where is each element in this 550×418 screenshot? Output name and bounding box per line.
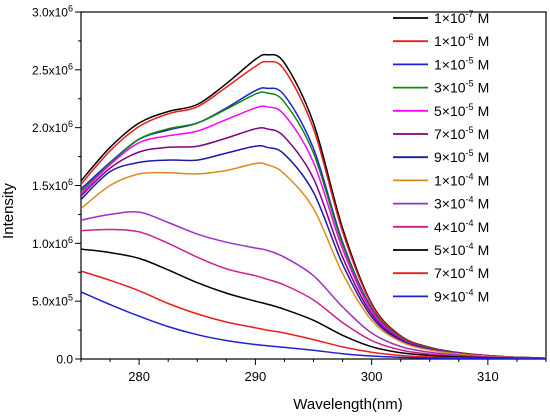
x-tick-label: 280 bbox=[128, 369, 150, 384]
y-axis: 0.05.0x1051.0x1061.5x1062.0x1062.5x1063.… bbox=[32, 4, 81, 367]
legend-label-base: 9×10 bbox=[434, 288, 466, 304]
legend-label-13: 9×10-4 M bbox=[434, 287, 489, 304]
y-tick-label: 2.0x106 bbox=[32, 119, 73, 135]
plot-border bbox=[80, 11, 547, 360]
legend-label-11: 5×10-4 M bbox=[434, 241, 489, 258]
legend-label-exponent: -6 bbox=[466, 32, 474, 42]
legend-label-unit: M bbox=[478, 172, 490, 188]
series-layer bbox=[81, 53, 546, 359]
series-line-13 bbox=[81, 291, 546, 359]
legend-label-base: 5×10 bbox=[434, 242, 466, 258]
legend-label-12: 7×10-4 M bbox=[434, 264, 489, 281]
x-axis-title: Wavelength(nm) bbox=[293, 396, 402, 413]
legend-label-1: 1×10-7 M bbox=[434, 9, 489, 26]
legend-label-3: 1×10-5 M bbox=[434, 55, 489, 72]
legend-label-base: 7×10 bbox=[434, 265, 466, 281]
y-tick-label: 3.0x106 bbox=[32, 4, 73, 20]
legend-label-base: 3×10 bbox=[434, 196, 466, 212]
series-line-12 bbox=[81, 270, 546, 359]
legend-label-unit: M bbox=[478, 242, 490, 258]
x-axis: 280 290 300 310 bbox=[80, 359, 547, 384]
legend-label-exponent: -5 bbox=[466, 55, 474, 65]
y-tick-mantissa: 0.0 bbox=[56, 353, 73, 367]
y-tick-exponent: 6 bbox=[68, 235, 73, 245]
legend-label-base: 1×10 bbox=[434, 10, 466, 26]
legend-label-unit: M bbox=[478, 33, 490, 49]
y-tick-mantissa: 3.0x10 bbox=[32, 6, 68, 20]
y-tick-label: 1.0x106 bbox=[32, 235, 73, 251]
y-tick-mantissa: 5.0x10 bbox=[32, 295, 68, 309]
legend-label-unit: M bbox=[478, 126, 490, 142]
legend-label-unit: M bbox=[478, 219, 490, 235]
legend-label-exponent: -4 bbox=[466, 171, 474, 181]
y-tick-mantissa: 1.5x10 bbox=[32, 179, 68, 193]
legend-label-exponent: -5 bbox=[466, 79, 474, 89]
series-line-8 bbox=[81, 162, 546, 359]
legend-label-unit: M bbox=[478, 80, 490, 96]
y-tick-exponent: 6 bbox=[68, 4, 73, 14]
plot-frame bbox=[80, 11, 547, 360]
y-tick-mantissa: 1.0x10 bbox=[32, 237, 68, 251]
legend-label-exponent: -4 bbox=[466, 218, 474, 228]
y-tick-exponent: 6 bbox=[68, 61, 73, 71]
legend-label-unit: M bbox=[478, 265, 490, 281]
legend-label-unit: M bbox=[478, 288, 490, 304]
y-tick-mantissa: 2.0x10 bbox=[32, 121, 68, 135]
legend-label-5: 5×10-5 M bbox=[434, 102, 489, 119]
y-tick-exponent: 6 bbox=[68, 119, 73, 129]
series-line-9 bbox=[81, 210, 546, 359]
legend-label-9: 3×10-4 M bbox=[434, 195, 489, 212]
y-tick-label: 5.0x105 bbox=[32, 293, 73, 309]
y-tick-exponent: 6 bbox=[68, 177, 73, 187]
y-tick-label: 1.5x106 bbox=[32, 177, 73, 193]
legend-label-base: 1×10 bbox=[434, 172, 466, 188]
x-tick-label: 310 bbox=[477, 369, 499, 384]
legend: 1×10-7 M1×10-6 M1×10-5 M3×10-5 M5×10-5 M7×10-… bbox=[393, 9, 489, 304]
legend-label-exponent: -7 bbox=[466, 9, 474, 19]
legend-label-exponent: -4 bbox=[466, 264, 474, 274]
legend-label-exponent: -4 bbox=[466, 287, 474, 297]
legend-label-exponent: -5 bbox=[466, 148, 474, 158]
x-tick-label: 300 bbox=[361, 369, 383, 384]
legend-label-base: 4×10 bbox=[434, 219, 466, 235]
legend-label-base: 1×10 bbox=[434, 56, 466, 72]
legend-label-unit: M bbox=[478, 196, 490, 212]
series-line-4 bbox=[81, 91, 546, 359]
y-axis-title: Intensity bbox=[0, 183, 17, 239]
legend-label-2: 1×10-6 M bbox=[434, 32, 489, 49]
legend-label-base: 5×10 bbox=[434, 103, 466, 119]
legend-label-exponent: -5 bbox=[466, 102, 474, 112]
legend-label-7: 9×10-5 M bbox=[434, 148, 489, 165]
legend-label-unit: M bbox=[478, 56, 490, 72]
y-tick-mantissa: 2.5x10 bbox=[32, 63, 68, 77]
legend-label-base: 7×10 bbox=[434, 126, 466, 142]
y-tick-label: 0.0 bbox=[56, 353, 73, 367]
legend-label-exponent: -4 bbox=[466, 241, 474, 251]
legend-label-8: 1×10-4 M bbox=[434, 171, 489, 188]
series-line-1 bbox=[81, 53, 546, 359]
series-line-11 bbox=[81, 248, 546, 359]
legend-label-base: 9×10 bbox=[434, 149, 466, 165]
legend-label-6: 7×10-5 M bbox=[434, 125, 489, 142]
legend-label-unit: M bbox=[478, 149, 490, 165]
y-tick-exponent: 5 bbox=[68, 293, 73, 303]
legend-label-unit: M bbox=[478, 10, 490, 26]
legend-label-4: 3×10-5 M bbox=[434, 79, 489, 96]
legend-label-exponent: -4 bbox=[466, 195, 474, 205]
legend-label-10: 4×10-4 M bbox=[434, 218, 489, 235]
y-tick-label: 2.5x106 bbox=[32, 61, 73, 77]
legend-label-base: 1×10 bbox=[434, 33, 466, 49]
x-tick-label: 290 bbox=[245, 369, 267, 384]
series-group bbox=[81, 53, 546, 359]
legend-label-base: 3×10 bbox=[434, 80, 466, 96]
legend-label-exponent: -5 bbox=[466, 125, 474, 135]
legend-label-unit: M bbox=[478, 103, 490, 119]
